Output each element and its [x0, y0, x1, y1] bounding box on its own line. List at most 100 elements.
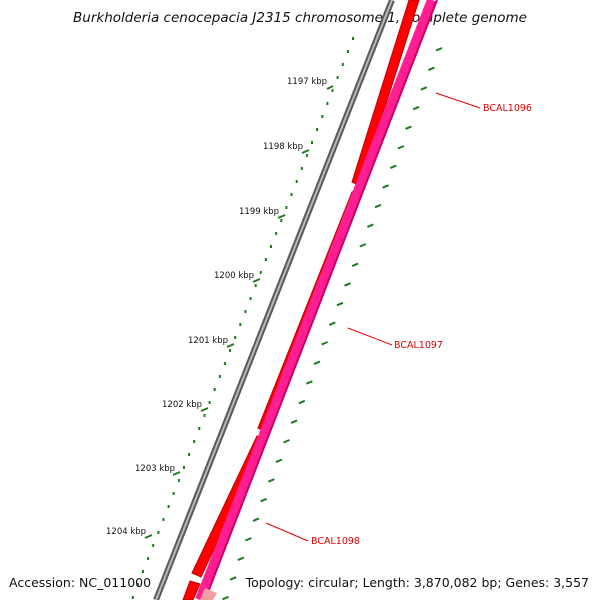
minor-tick	[290, 193, 293, 196]
minor-tick	[344, 282, 351, 287]
gc-track	[195, 0, 438, 600]
gene-label-bcal1096[interactable]: BCAL1096	[483, 103, 532, 114]
minor-tick	[397, 145, 405, 150]
kbp-label-1202: 1202 kbp	[162, 400, 202, 410]
cds-track	[182, 0, 420, 600]
cds-arrow-bcal1096[interactable]	[351, 0, 420, 187]
minor-tick	[313, 360, 321, 366]
kbp-tick-1197	[326, 85, 334, 90]
minor-tick	[326, 102, 329, 105]
minor-tick	[177, 479, 180, 482]
minor-tick	[283, 439, 290, 444]
minor-tick	[290, 419, 298, 424]
kbp-label-1199: 1199 kbp	[239, 207, 279, 217]
minor-tick	[351, 262, 359, 268]
kbp-tick-1198	[301, 149, 310, 154]
minor-tick	[321, 115, 324, 118]
minor-tick	[382, 184, 389, 189]
minor-tick	[389, 164, 397, 170]
minor-tick	[229, 576, 237, 581]
minor-tick	[280, 219, 283, 222]
minor-tick	[245, 537, 252, 542]
minor-tick	[336, 301, 344, 307]
kbp-label-1200: 1200 kbp	[214, 271, 254, 281]
minor-tick	[285, 206, 288, 209]
minor-tick	[300, 167, 303, 170]
minor-tick	[374, 203, 382, 209]
leader-bcal1097	[347, 327, 393, 346]
minor-tick	[142, 570, 144, 573]
topology-summary: Topology: circular; Length: 3,870,082 bp…	[245, 575, 589, 590]
minor-tick	[131, 596, 134, 599]
minor-tick	[428, 66, 435, 72]
kbp-tick-1204	[144, 534, 153, 539]
gene-label-bcal1097[interactable]: BCAL1097	[394, 340, 443, 351]
kbp-tick-1203	[172, 471, 181, 476]
kbp-label-1204: 1204 kbp	[106, 527, 146, 537]
minor-tick	[260, 497, 267, 503]
kbp-tick-1201	[226, 343, 235, 348]
minor-tick	[222, 595, 229, 600]
minor-tick	[270, 245, 272, 248]
minor-tick	[346, 50, 349, 53]
minor-tick	[252, 517, 260, 522]
minor-tick	[254, 284, 257, 287]
minor-tick	[162, 518, 165, 521]
minor-tick	[420, 86, 428, 91]
minor-tick	[336, 76, 339, 79]
minor-tick	[244, 310, 247, 313]
minor-tick	[435, 47, 443, 52]
minor-tick	[305, 154, 308, 157]
minor-tick	[237, 556, 245, 562]
cds-arrow-next[interactable]	[182, 580, 201, 600]
kbp-label-1198: 1198 kbp	[263, 142, 303, 152]
minor-tick	[183, 466, 185, 469]
kbp-tick-1200	[252, 278, 261, 283]
outer-minor-ticks	[222, 47, 443, 600]
minor-tick	[267, 478, 275, 483]
inner-minor-ticks	[131, 37, 354, 599]
backbone-ring-highlight	[155, 0, 393, 600]
minor-tick	[298, 399, 306, 405]
minor-tick	[213, 388, 216, 391]
minor-tick	[316, 128, 319, 131]
minor-tick	[234, 336, 237, 339]
minor-tick	[328, 321, 336, 326]
kbp-tick-group: 1197 kbp 1198 kbp 1199 kbp 1200 kbp 1201…	[106, 77, 334, 539]
kbp-label-1201: 1201 kbp	[188, 336, 228, 346]
minor-tick	[295, 180, 298, 183]
minor-tick	[306, 380, 313, 385]
minor-tick	[405, 125, 412, 130]
gene-partial-segment	[200, 588, 217, 600]
minor-tick	[152, 544, 155, 547]
gene-label-bcal1098[interactable]: BCAL1098	[311, 536, 360, 547]
minor-tick	[321, 341, 328, 346]
minor-tick	[172, 492, 175, 495]
minor-tick	[275, 232, 278, 235]
minor-tick	[147, 557, 150, 560]
gene-label-group: BCAL1096 BCAL1097 BCAL1098	[265, 92, 532, 547]
minor-tick	[157, 531, 160, 534]
minor-tick	[229, 349, 232, 352]
minor-tick	[167, 505, 170, 508]
minor-tick	[275, 458, 283, 464]
minor-tick	[218, 375, 221, 378]
kbp-tick-1199	[277, 214, 286, 219]
minor-tick	[188, 453, 191, 456]
gc-ring-edge	[204, 0, 438, 600]
minor-tick	[198, 427, 201, 430]
leader-bcal1098	[265, 522, 309, 542]
minor-tick	[311, 141, 313, 144]
minor-tick	[412, 105, 420, 111]
kbp-label-1203: 1203 kbp	[135, 464, 175, 474]
minor-tick	[249, 297, 252, 300]
minor-tick	[203, 414, 206, 417]
minor-tick	[331, 89, 334, 92]
minor-tick	[259, 271, 262, 274]
minor-tick	[193, 440, 196, 443]
leader-bcal1096	[435, 92, 481, 109]
minor-tick	[352, 37, 354, 40]
minor-tick	[341, 63, 344, 66]
minor-tick	[136, 583, 139, 586]
